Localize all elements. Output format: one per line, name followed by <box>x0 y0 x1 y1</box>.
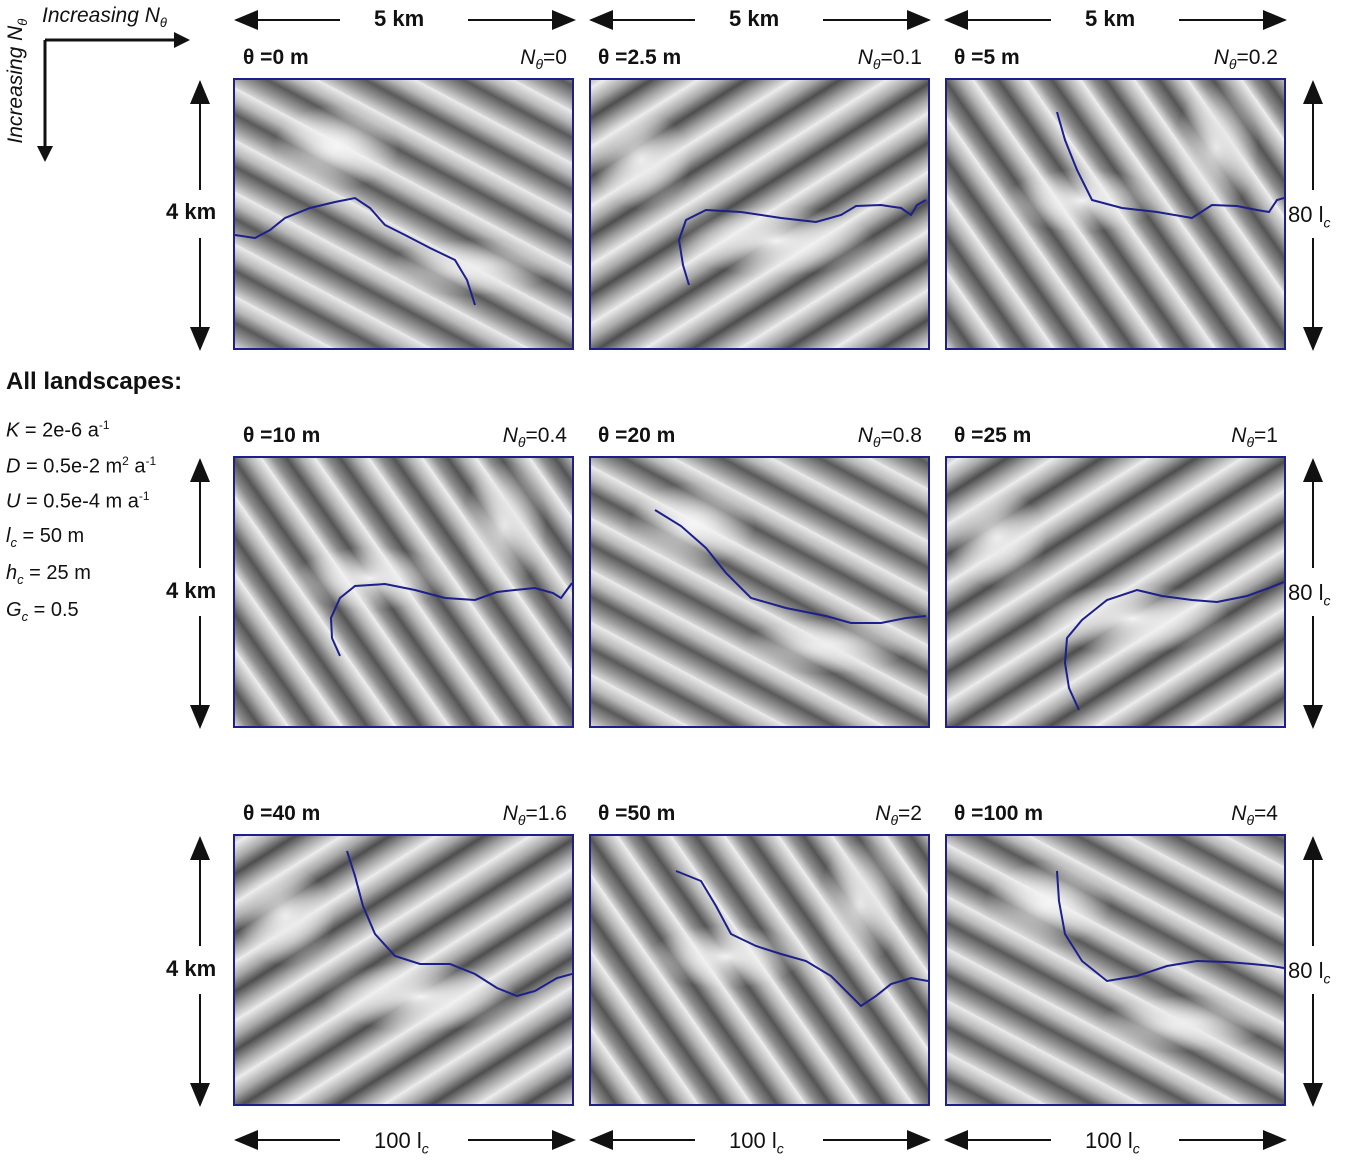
parameter-list: K = 2e-6 a-1 D = 0.5e-2 m2 a-1 U = 0.5e-… <box>6 410 156 632</box>
river-trace <box>235 196 476 306</box>
theta-label: θ =25 m <box>954 424 1032 447</box>
param-lc: lc = 50 m <box>6 524 85 550</box>
ntheta-label: Nθ=0 <box>520 46 567 73</box>
theta-label: θ =40 m <box>243 802 321 825</box>
ntheta-label: Nθ=0.4 <box>502 424 567 451</box>
theta-label: θ =10 m <box>243 424 321 447</box>
left-height-label: 4 km <box>166 956 217 982</box>
theta-label: θ =2.5 m <box>598 46 682 69</box>
landscape-panel <box>589 834 930 1106</box>
theta-label: θ =0 m <box>243 46 309 69</box>
ntheta-label: Nθ=4 <box>1231 802 1278 829</box>
river-trace <box>346 850 572 998</box>
left-height-label: 4 km <box>166 578 217 604</box>
theta-label: θ =20 m <box>598 424 676 447</box>
river-trace <box>675 870 928 1008</box>
param-u: U = 0.5e-4 m a-1 <box>6 489 150 513</box>
river-trace <box>1056 111 1284 220</box>
ntheta-label: Nθ=1 <box>1231 424 1278 451</box>
ntheta-label: Nθ=0.2 <box>1213 46 1278 73</box>
left-height-label: 4 km <box>166 199 217 225</box>
landscape-panel <box>589 456 930 728</box>
ntheta-label: Nθ=1.6 <box>502 802 567 829</box>
ntheta-label: Nθ=0.1 <box>857 46 922 73</box>
right-height-label: 80 lc <box>1288 956 1331 989</box>
ntheta-label: Nθ=2 <box>875 802 922 829</box>
landscape-panel <box>945 78 1286 350</box>
bottom-width-label: 100 lc <box>368 1128 435 1157</box>
axes-arrows <box>37 32 190 162</box>
landscape-panel <box>945 834 1286 1106</box>
landscape-panel <box>233 456 574 728</box>
all-landscapes-title: All landscapes: <box>6 368 183 395</box>
param-d: D = 0.5e-2 m2 a-1 <box>6 453 157 478</box>
landscape-panel <box>233 834 574 1106</box>
param-k: K = 2e-6 a-1 <box>6 418 110 442</box>
theta-label: θ =100 m <box>954 802 1043 825</box>
ntheta-label: Nθ=0.8 <box>857 424 922 451</box>
top-width-label: 5 km <box>368 6 431 32</box>
landscape-panel <box>589 78 930 350</box>
bottom-width-label: 100 lc <box>723 1128 790 1157</box>
river-trace <box>677 199 927 286</box>
landscape-panel <box>233 78 574 350</box>
param-gc: Gc = 0.5 <box>6 598 79 624</box>
right-height-label: 80 lc <box>1288 578 1331 611</box>
horizontal-axis-label: Increasing Nθ <box>42 4 167 31</box>
top-width-label: 5 km <box>1079 6 1142 32</box>
theta-label: θ =50 m <box>598 802 676 825</box>
top-width-label: 5 km <box>723 6 786 32</box>
right-height-label: 80 lc <box>1288 200 1331 233</box>
theta-label: θ =5 m <box>954 46 1020 69</box>
bottom-width-label: 100 lc <box>1079 1128 1146 1157</box>
river-trace <box>329 582 572 657</box>
river-trace <box>1056 870 1284 983</box>
param-hc: hc = 25 m <box>6 561 91 587</box>
river-trace <box>654 509 927 624</box>
river-trace <box>1063 581 1284 711</box>
landscape-panel <box>945 456 1286 728</box>
